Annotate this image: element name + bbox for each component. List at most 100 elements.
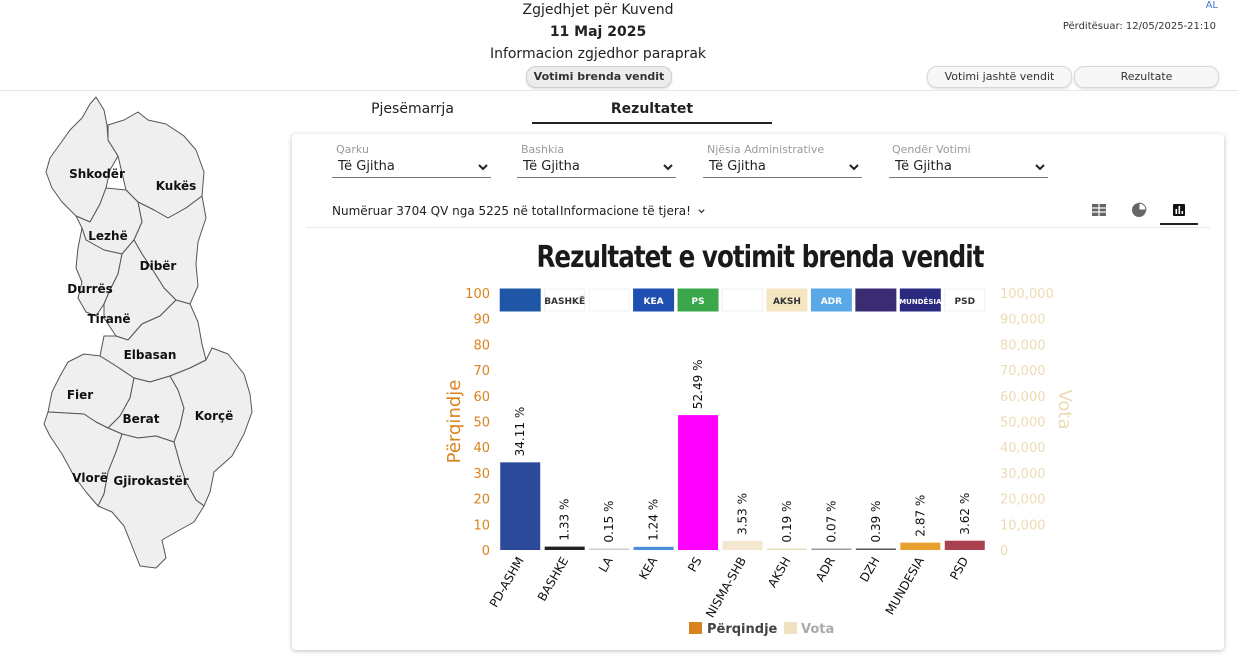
party-logo [499, 288, 541, 312]
y-tick-label: 10 [473, 518, 490, 533]
y-tick-label: 60 [473, 390, 490, 405]
filter-select-njesia[interactable]: Të Gjitha [703, 157, 862, 178]
category-label: AKSH [765, 555, 793, 590]
filter-select-bashkia[interactable]: Të Gjitha [517, 157, 676, 178]
results-button[interactable]: Rezultate [1074, 66, 1219, 88]
bar-chart-icon [1173, 204, 1185, 216]
y2-tick-label: 100,000 [1000, 287, 1054, 302]
y2-tick-label: 30,000 [1000, 467, 1046, 482]
data-label: 1.24 % [647, 499, 661, 541]
data-label: 52.49 % [691, 360, 705, 410]
legend-label-votes[interactable]: Vota [801, 622, 834, 637]
legend-label-percent[interactable]: Përqindje [707, 622, 778, 637]
filter-value-qarku: Të Gjitha [338, 159, 395, 174]
bar-nisma-shb[interactable] [722, 540, 763, 550]
election-title: Zgjedhjet për Kuvend [522, 2, 674, 18]
chart-title: Rezultatet e votimit brenda vendit [536, 240, 984, 275]
category-label: PD-ASHM [487, 555, 527, 610]
party-logo-text: PSD [954, 297, 975, 307]
y2-tick-label: 70,000 [1000, 364, 1046, 379]
party-logo-text: KEA [644, 297, 664, 307]
data-label: 3.53 % [736, 493, 750, 535]
party-logo-text: PS [692, 297, 705, 307]
category-label: PSD [947, 555, 971, 583]
party-logo [944, 288, 986, 312]
map-label-tirane: Tiranë [88, 312, 131, 326]
more-info-toggle[interactable]: Informacione të tjera! [560, 204, 706, 218]
filter-label-njesia: Njësia Administrative [707, 143, 825, 156]
counted-stations-text: Numëruar 3704 QV nga 5225 në total [332, 204, 560, 218]
map-label-kukes: Kukës [156, 179, 197, 193]
bar-psd[interactable] [944, 540, 985, 550]
election-subtitle: Informacion zgjedhor paraprak [489, 46, 707, 62]
filter-label-qender: Qendër Votimi [892, 143, 971, 156]
pie-view-button[interactable] [1120, 197, 1158, 223]
region-durres[interactable] [75, 227, 123, 317]
table-view-button[interactable] [1080, 197, 1118, 223]
filter-label-qarku: Qarku [336, 143, 369, 156]
bar-adr[interactable] [811, 548, 852, 551]
table-icon [1092, 204, 1106, 216]
region-korce[interactable] [169, 347, 253, 507]
party-logo-text: ADR [821, 297, 842, 307]
y2-axis-title: Vota [1054, 389, 1075, 429]
party-logo [855, 288, 897, 312]
filter-select-qarku[interactable]: Të Gjitha [332, 157, 491, 178]
filter-value-qender: Të Gjitha [895, 159, 952, 174]
party-logo [810, 288, 852, 312]
bar-la[interactable] [589, 548, 630, 551]
party-logo [677, 288, 719, 312]
tab-participation[interactable]: Pjesëmarrja [371, 101, 454, 117]
party-logo [899, 288, 941, 312]
y-tick-label: 0 [482, 544, 490, 559]
y-tick-label: 30 [473, 467, 490, 482]
pie-chart-icon [1132, 202, 1147, 217]
header-divider [0, 90, 1238, 91]
bar-dzh[interactable] [855, 548, 896, 551]
y2-tick-label: 80,000 [1000, 338, 1046, 353]
bar-view-button[interactable] [1160, 197, 1198, 225]
data-label: 0.19 % [780, 501, 794, 543]
legend-swatch-percent [689, 622, 702, 634]
filter-select-qender[interactable]: Të Gjitha [889, 157, 1048, 178]
party-logo-text: AKSH [773, 297, 801, 307]
y-tick-label: 100 [465, 287, 490, 302]
bar-pd-ashm[interactable] [500, 462, 541, 550]
bar-bashke[interactable] [544, 546, 585, 550]
y-tick-label: 80 [473, 338, 490, 353]
party-logo-text: MUNDËSIA [899, 297, 942, 306]
party-logo [544, 288, 586, 312]
data-label: 34.11 % [513, 407, 527, 457]
party-logo [766, 288, 808, 312]
filter-label-bashkia: Bashkia [521, 143, 565, 156]
y2-tick-label: 20,000 [1000, 493, 1046, 508]
category-label: KEA [636, 554, 660, 582]
category-label: PS [685, 555, 705, 575]
bar-kea[interactable] [633, 546, 674, 550]
language-switch[interactable]: AL [1205, 0, 1218, 11]
chevron-down-icon [698, 209, 705, 214]
tab-results-underline [532, 122, 772, 124]
results-bar-chart: 0 10 20 30 40 50 60 70 80 90 100 0 10,000 20,000 30,00… [444, 287, 1075, 637]
chevron-down-icon [663, 164, 673, 171]
data-label: 2.87 % [913, 495, 927, 537]
category-label: BASHKE [535, 555, 571, 604]
tab-results[interactable]: Rezultatet [610, 101, 694, 117]
y2-tick-label: 60,000 [1000, 390, 1046, 405]
data-label: 3.62 % [958, 493, 972, 535]
inland-voting-button[interactable]: Votimi brenda vendit [526, 66, 672, 88]
y2-tick-label: 50,000 [1000, 416, 1046, 431]
y2-tick-label: 40,000 [1000, 441, 1046, 456]
abroad-voting-button[interactable]: Votimi jashtë vendit [927, 66, 1072, 88]
albania-map: Shkodër Kukës Lezhë Dibër Durrës Tiranë … [43, 96, 253, 569]
y2-tick-label: 90,000 [1000, 313, 1046, 328]
bar-ps[interactable] [678, 415, 719, 550]
bar-aksh[interactable] [766, 548, 807, 551]
party-logo [588, 288, 630, 312]
region-gjirokaster[interactable] [97, 433, 205, 569]
map-label-diber: Dibër [140, 259, 177, 273]
y-tick-label: 70 [473, 364, 490, 379]
y-axis-title: Përqindje [444, 380, 465, 464]
map-label-elbasan: Elbasan [124, 348, 177, 362]
bar-mundesia[interactable] [900, 542, 941, 550]
